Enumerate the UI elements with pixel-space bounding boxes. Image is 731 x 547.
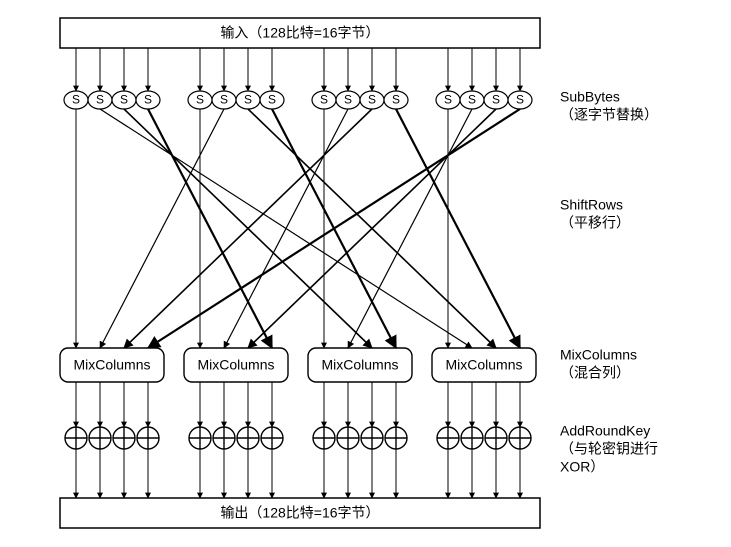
xor-icon	[261, 427, 283, 449]
s-box: S	[384, 91, 408, 109]
s-label: S	[196, 93, 204, 107]
mixcolumns-box: MixColumns	[308, 348, 412, 382]
side-label: SubBytes （逐字节替换）	[560, 89, 658, 123]
s-box: S	[188, 91, 212, 109]
xor-icon	[485, 427, 507, 449]
s-label: S	[392, 93, 400, 107]
xor-icon	[65, 427, 87, 449]
xor-icon	[337, 427, 359, 449]
mixcolumns-box: MixColumns	[432, 348, 536, 382]
xor-icon	[385, 427, 407, 449]
side-label: ShiftRows （平移行）	[560, 197, 630, 231]
s-label: S	[516, 93, 524, 107]
side-label: AddRoundKey （与轮密钥进行 XOR）	[560, 423, 658, 475]
side-label-line: MixColumns	[560, 347, 637, 363]
xor-icon	[437, 427, 459, 449]
side-label-line: AddRoundKey	[560, 423, 650, 439]
s-label: S	[244, 93, 252, 107]
s-label: S	[368, 93, 376, 107]
output-label: 输出（128比特=16字节）	[220, 505, 379, 521]
s-label: S	[96, 93, 104, 107]
s-box: S	[212, 91, 236, 109]
side-label-line: XOR）	[560, 459, 604, 475]
mixcolumns-label: MixColumns	[445, 357, 522, 373]
xor-icon	[213, 427, 235, 449]
s-box: S	[64, 91, 88, 109]
s-box: S	[112, 91, 136, 109]
s-box: S	[236, 91, 260, 109]
s-box: S	[460, 91, 484, 109]
s-label: S	[320, 93, 328, 107]
xor-icon	[113, 427, 135, 449]
s-label: S	[492, 93, 500, 107]
side-label-line: （平移行）	[560, 215, 630, 231]
side-label-line: （与轮密钥进行	[560, 441, 658, 457]
xor-icon	[89, 427, 111, 449]
side-label: MixColumns （混合列）	[560, 347, 637, 381]
s-box: S	[508, 91, 532, 109]
xor-icon	[361, 427, 383, 449]
input-box: 输入（128比特=16字节）	[60, 18, 540, 48]
input-label: 输入（128比特=16字节）	[220, 25, 379, 41]
xor-icon	[313, 427, 335, 449]
s-label: S	[468, 93, 476, 107]
s-box: S	[312, 91, 336, 109]
s-label: S	[268, 93, 276, 107]
s-box: S	[260, 91, 284, 109]
side-label-line: （逐字节替换）	[560, 107, 658, 123]
s-box: S	[436, 91, 460, 109]
s-label: S	[344, 93, 352, 107]
xor-icon	[509, 427, 531, 449]
s-label: S	[220, 93, 228, 107]
s-label: S	[72, 93, 80, 107]
xor-icon	[461, 427, 483, 449]
s-box: S	[484, 91, 508, 109]
s-box: S	[360, 91, 384, 109]
s-label: S	[144, 93, 152, 107]
s-label: S	[120, 93, 128, 107]
mixcolumns-label: MixColumns	[321, 357, 398, 373]
xor-icon	[237, 427, 259, 449]
mixcolumns-box: MixColumns	[184, 348, 288, 382]
xor-icon	[189, 427, 211, 449]
mixcolumns-label: MixColumns	[73, 357, 150, 373]
mixcolumns-box: MixColumns	[60, 348, 164, 382]
side-label-line: ShiftRows	[560, 197, 623, 213]
output-box: 输出（128比特=16字节）	[60, 498, 540, 528]
s-label: S	[444, 93, 452, 107]
s-box: S	[136, 91, 160, 109]
side-label-line: SubBytes	[560, 89, 620, 105]
mixcolumns-label: MixColumns	[197, 357, 274, 373]
s-box: S	[88, 91, 112, 109]
side-label-line: （混合列）	[560, 365, 630, 381]
s-box: S	[336, 91, 360, 109]
xor-icon	[137, 427, 159, 449]
